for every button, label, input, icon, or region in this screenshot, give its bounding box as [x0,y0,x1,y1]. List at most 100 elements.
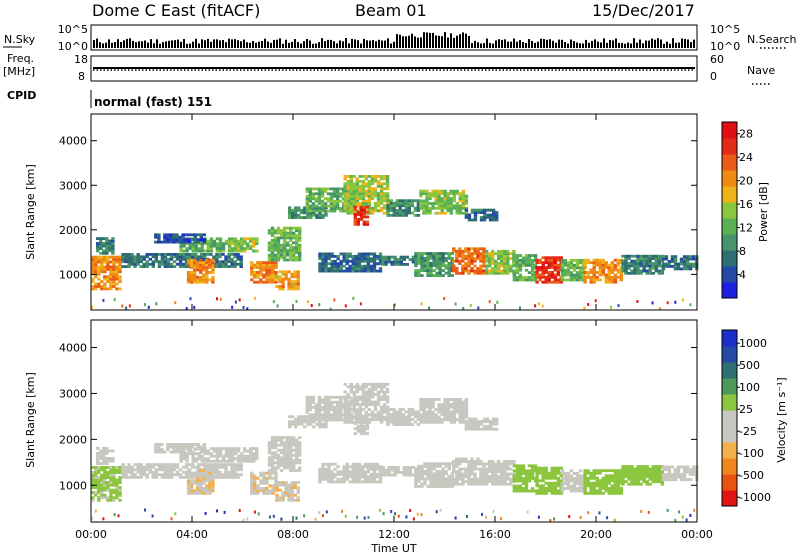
data-cell [601,261,605,264]
noise-bar [480,43,482,48]
data-cell [566,484,571,488]
data-cell [355,182,359,186]
data-cell [353,222,357,226]
data-cell [181,253,186,256]
data-cell [329,408,334,412]
data-cell [560,469,565,473]
noise-bar [441,36,443,48]
data-cell [94,255,98,259]
data-cell [345,475,349,479]
data-cell [270,234,275,237]
data-cell [550,256,554,260]
data-cell [121,465,125,469]
data-cell [339,269,343,273]
data-cell [443,206,447,210]
data-cell [346,418,350,422]
data-cell [285,456,290,460]
data-cell [389,407,393,411]
data-cell [441,252,445,255]
data-cell [181,257,186,261]
data-cell [398,206,402,210]
data-cell [438,261,442,265]
data-cell [221,454,226,458]
data-cell [282,456,287,460]
noise-bar [336,43,338,48]
data-cell [353,422,357,425]
data-cell [103,493,107,497]
noise-bar [645,40,647,48]
scatter-cell [537,302,540,306]
data-cell [127,260,131,264]
data-cell [369,267,374,270]
data-cell [535,266,539,269]
data-cell [362,213,367,216]
data-cell [297,206,301,210]
data-cell [353,205,357,209]
data-cell [518,268,523,272]
data-cell [491,482,495,486]
data-cell [124,255,128,259]
data-cell [109,488,113,492]
data-cell [105,449,109,453]
data-cell [378,257,383,261]
data-cell [385,202,390,205]
data-cell [305,418,309,422]
data-cell [461,460,465,463]
data-cell [233,475,237,479]
scatter-cell [121,304,124,308]
data-cell [227,265,231,268]
data-cell [688,267,693,271]
data-cell [320,418,325,422]
data-cell [524,276,529,279]
data-cell [324,252,328,256]
data-cell [518,487,523,490]
noise-bar [213,39,215,48]
data-cell [197,242,201,246]
data-cell [270,446,275,450]
noise-bar [255,42,257,48]
data-cell [281,491,285,495]
data-cell [312,213,316,217]
data-cell [363,475,368,479]
data-cell [353,215,357,219]
data-cell [515,466,520,470]
data-cell [470,427,475,431]
noise-bar [375,41,377,48]
data-cell [335,413,340,417]
data-cell [425,398,429,401]
data-cell [200,249,204,253]
data-cell [361,408,366,411]
data-cell [444,257,448,260]
nave-tick-bottom: 0 [710,70,717,83]
data-cell [688,257,693,261]
data-cell [379,206,384,210]
scatter-cell [253,296,256,300]
data-cell [230,454,235,458]
colorbar-cell [722,266,737,283]
data-cell [205,471,209,475]
data-cell [193,275,197,279]
data-cell [560,472,565,475]
data-cell [651,254,655,258]
data-cell [239,465,243,469]
data-cell [279,234,284,237]
data-cell [306,211,310,215]
data-cell [342,264,346,268]
data-cell [589,271,593,274]
data-cell [375,472,380,476]
data-cell [355,197,359,200]
data-cell [476,480,480,484]
data-cell [308,192,313,196]
data-cell [271,471,275,475]
data-cell [589,474,593,478]
data-cell [295,461,299,465]
data-cell [366,477,371,481]
data-cell [265,261,269,264]
data-cell [293,285,297,288]
data-cell [547,261,551,264]
data-cell [566,474,571,478]
data-cell [124,260,128,264]
data-cell [560,261,565,265]
data-cell [318,422,322,426]
data-cell [218,260,222,264]
